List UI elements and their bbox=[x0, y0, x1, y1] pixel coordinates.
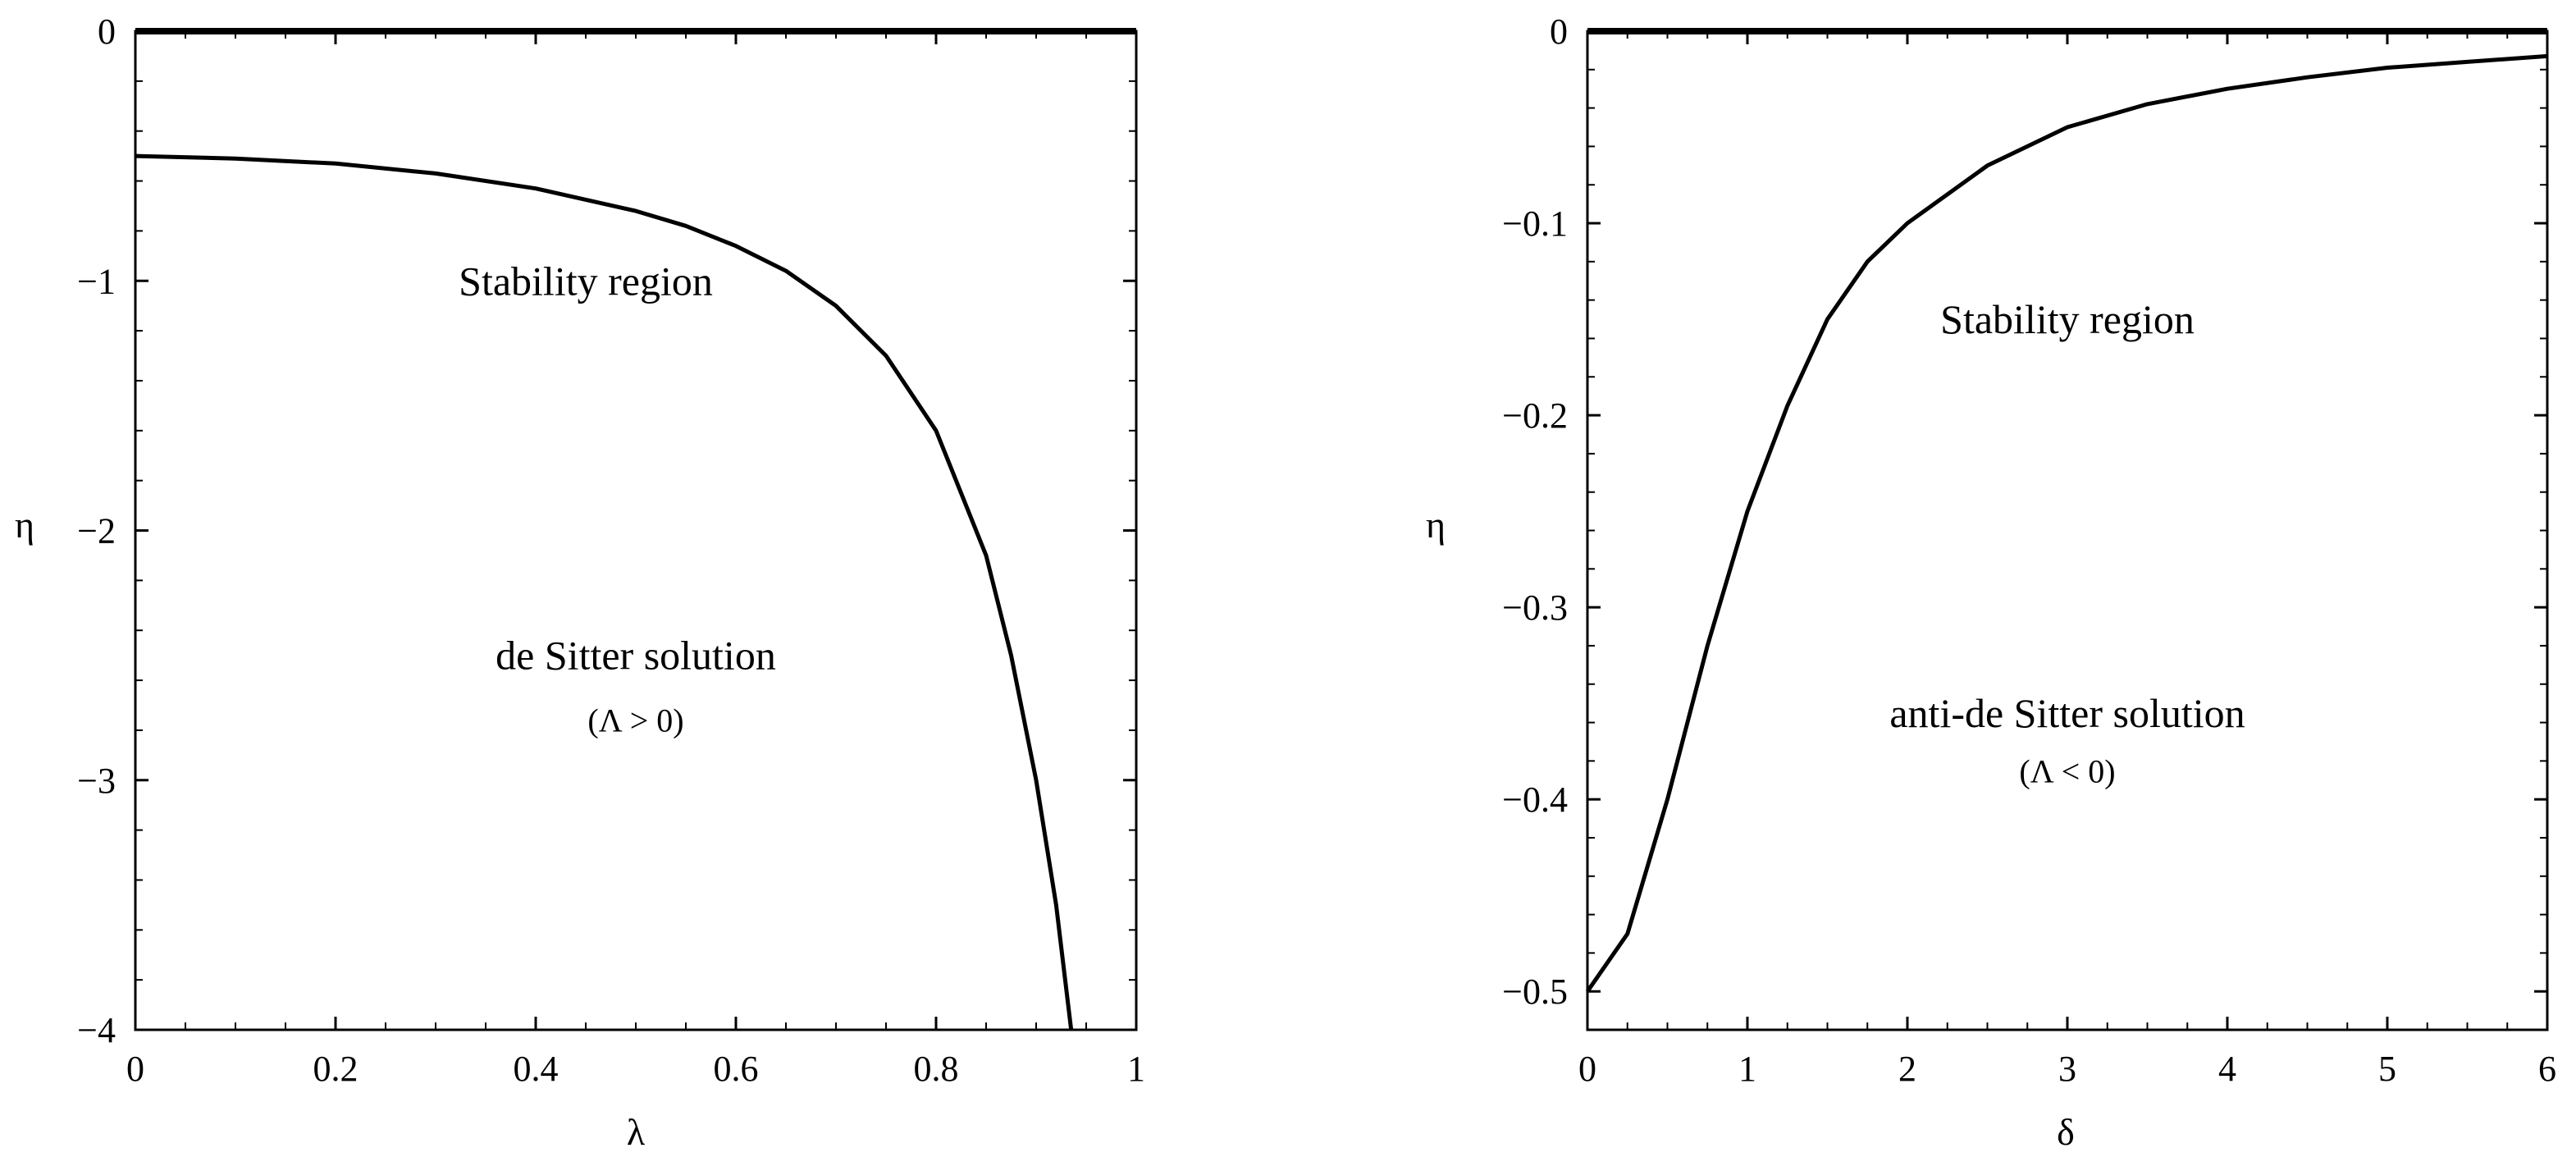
y-tick-label: −4 bbox=[77, 1010, 116, 1050]
annotation-condition: (Λ < 0) bbox=[2019, 753, 2115, 790]
x-axis-title: δ bbox=[2057, 1111, 2075, 1153]
x-tick-label: 4 bbox=[2218, 1049, 2236, 1089]
annotation-label: Stability region bbox=[459, 258, 713, 304]
x-axis-title: λ bbox=[627, 1111, 646, 1153]
y-tick-label: −2 bbox=[77, 511, 116, 551]
y-axis-title: η bbox=[15, 504, 34, 546]
y-tick-label: 0 bbox=[98, 11, 116, 52]
plot-frame bbox=[1586, 30, 2549, 1031]
boundary-curve-series bbox=[1585, 53, 2548, 993]
boundary-curve-series bbox=[135, 153, 1074, 1031]
x-tick-label: 0.6 bbox=[714, 1049, 759, 1089]
x-tick-label: 3 bbox=[2058, 1049, 2076, 1089]
y-axis-title: η bbox=[1426, 504, 1446, 546]
x-tick-label: 0.8 bbox=[914, 1049, 959, 1089]
x-tick-label: 0 bbox=[126, 1049, 144, 1089]
annotation-label: anti-de Sitter solution bbox=[1889, 690, 2245, 736]
y-tick-label: −1 bbox=[77, 261, 116, 301]
y-tick-label: 0 bbox=[1550, 11, 1568, 52]
x-tick-label: 1 bbox=[1127, 1049, 1145, 1089]
y-tick-label: −0.2 bbox=[1502, 396, 1568, 436]
x-tick-label: 2 bbox=[1898, 1049, 1916, 1089]
y-tick-label: −0.4 bbox=[1502, 780, 1568, 820]
annotation-label: de Sitter solution bbox=[496, 633, 776, 679]
plot-frame bbox=[134, 30, 1138, 1031]
x-tick-label: 0.4 bbox=[514, 1049, 559, 1089]
annotation-label: Stability region bbox=[1940, 296, 2195, 342]
x-tick-label: 0 bbox=[1578, 1049, 1596, 1089]
x-tick-label: 5 bbox=[2378, 1049, 2396, 1089]
x-tick-label: 1 bbox=[1738, 1049, 1756, 1089]
x-tick-label: 6 bbox=[2538, 1049, 2556, 1089]
y-tick-label: −0.1 bbox=[1502, 204, 1568, 244]
y-tick-label: −0.3 bbox=[1502, 588, 1568, 628]
y-tick-label: −3 bbox=[77, 761, 116, 801]
x-tick-label: 0.2 bbox=[313, 1049, 359, 1089]
y-tick-label: −0.5 bbox=[1502, 972, 1568, 1012]
annotation-condition: (Λ > 0) bbox=[587, 702, 683, 739]
chart-2: 0 1 2 3 4 5 6 0 −0.1 −0.2 −0.3 −0.4 −0.5 δ η Stability … bbox=[1426, 11, 2556, 1153]
chart-1: 0 0.2 0.4 0.6 0.8 1 0 −1 −2 −3 −4 λ η Stability regio… bbox=[15, 11, 1145, 1153]
